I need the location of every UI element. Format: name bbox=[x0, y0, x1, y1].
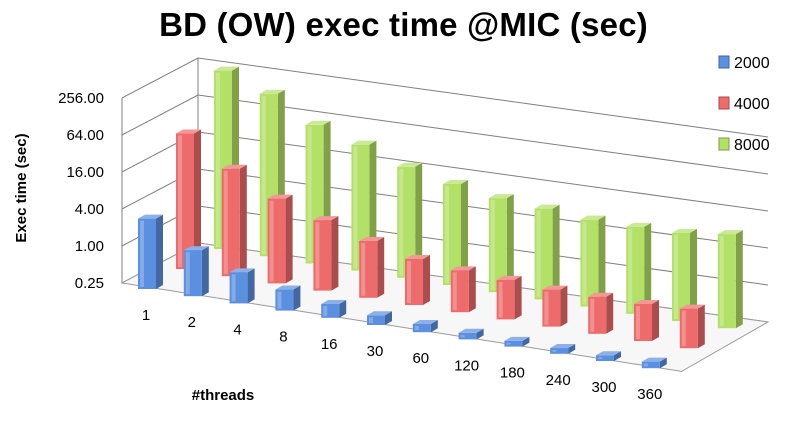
bar-8000-120 bbox=[534, 204, 560, 300]
legend-item: 2000 bbox=[718, 55, 770, 72]
x-tick-label: 16 bbox=[321, 336, 338, 353]
bar-2000-30 bbox=[367, 311, 392, 325]
x-tick-label: 120 bbox=[454, 357, 479, 374]
bar-4000-300 bbox=[634, 300, 659, 341]
y-axis-title: Exec time (sec) bbox=[13, 133, 30, 242]
legend-swatch bbox=[718, 137, 730, 151]
bar-4000-60 bbox=[450, 266, 476, 313]
bar-8000-360 bbox=[717, 230, 743, 329]
bar-2000-360 bbox=[641, 357, 667, 369]
x-tick-label: 240 bbox=[546, 372, 571, 389]
bar-4000-240 bbox=[588, 292, 614, 334]
y-tick-label: 4.00 bbox=[75, 201, 104, 218]
legend-item: 4000 bbox=[718, 96, 770, 113]
x-tick-label: 2 bbox=[188, 314, 196, 331]
x-tick-label: 180 bbox=[500, 365, 525, 382]
bar-2000-240 bbox=[550, 344, 576, 354]
bar-2000-8 bbox=[275, 285, 301, 311]
x-tick-label: 1 bbox=[142, 307, 150, 324]
x-tick-label: 300 bbox=[591, 379, 616, 396]
bars bbox=[138, 66, 743, 369]
bar-4000-30 bbox=[405, 255, 430, 305]
bar-2000-300 bbox=[596, 351, 621, 361]
bar-2000-4 bbox=[229, 268, 255, 304]
legend: 2000 4000 8000 bbox=[718, 55, 770, 154]
y-axis-ticks: 0.25 1.00 4.00 16.00 64.00 256.00 bbox=[58, 90, 104, 292]
bar-2000-16 bbox=[321, 299, 347, 318]
y-tick-label: 16.00 bbox=[66, 164, 104, 181]
bar-4000-8 bbox=[313, 216, 339, 291]
y-tick-label: 256.00 bbox=[58, 90, 104, 107]
legend-item: 8000 bbox=[718, 137, 770, 154]
bar-2000-180 bbox=[504, 336, 530, 347]
bar-2000-60 bbox=[412, 319, 438, 333]
x-axis-title: #threads bbox=[192, 387, 255, 404]
y-tick-label: 0.25 bbox=[75, 275, 104, 292]
bar-4000-16 bbox=[359, 236, 385, 298]
legend-swatch bbox=[718, 96, 730, 110]
bar-4000-1 bbox=[176, 129, 201, 269]
x-tick-label: 4 bbox=[233, 321, 241, 338]
legend-swatch bbox=[718, 55, 730, 69]
legend-label: 2000 bbox=[734, 55, 770, 72]
y-tick-label: 1.00 bbox=[75, 238, 104, 255]
x-tick-label: 60 bbox=[412, 350, 429, 367]
chart-title: BD (OW) exec time @MIC (sec) bbox=[159, 6, 648, 43]
bar-2000-1 bbox=[138, 214, 163, 289]
bar-2000-2 bbox=[183, 246, 209, 297]
bar-8000-16 bbox=[397, 162, 423, 278]
bar-8000-60 bbox=[488, 194, 514, 293]
bar-4000-4 bbox=[267, 194, 293, 284]
bar-4000-180 bbox=[542, 285, 568, 327]
legend-label: 4000 bbox=[734, 96, 770, 113]
bar-8000-30 bbox=[443, 180, 468, 285]
bar-2000-120 bbox=[458, 328, 484, 340]
bar-8000-300 bbox=[672, 228, 697, 321]
x-tick-label: 360 bbox=[637, 386, 662, 403]
y-tick-label: 64.00 bbox=[66, 127, 104, 144]
bar-8000-240 bbox=[626, 222, 652, 314]
bar-4000-360 bbox=[679, 304, 705, 349]
bar-8000-180 bbox=[580, 215, 606, 307]
x-tick-label: 8 bbox=[279, 329, 287, 346]
bar-4000-2 bbox=[221, 164, 247, 277]
legend-label: 8000 bbox=[734, 137, 770, 154]
x-axis-ticks: 1 2 4 8 16 30 60 120 180 240 300 360 bbox=[142, 307, 662, 403]
x-tick-label: 30 bbox=[367, 343, 384, 360]
bar-4000-120 bbox=[496, 275, 522, 320]
